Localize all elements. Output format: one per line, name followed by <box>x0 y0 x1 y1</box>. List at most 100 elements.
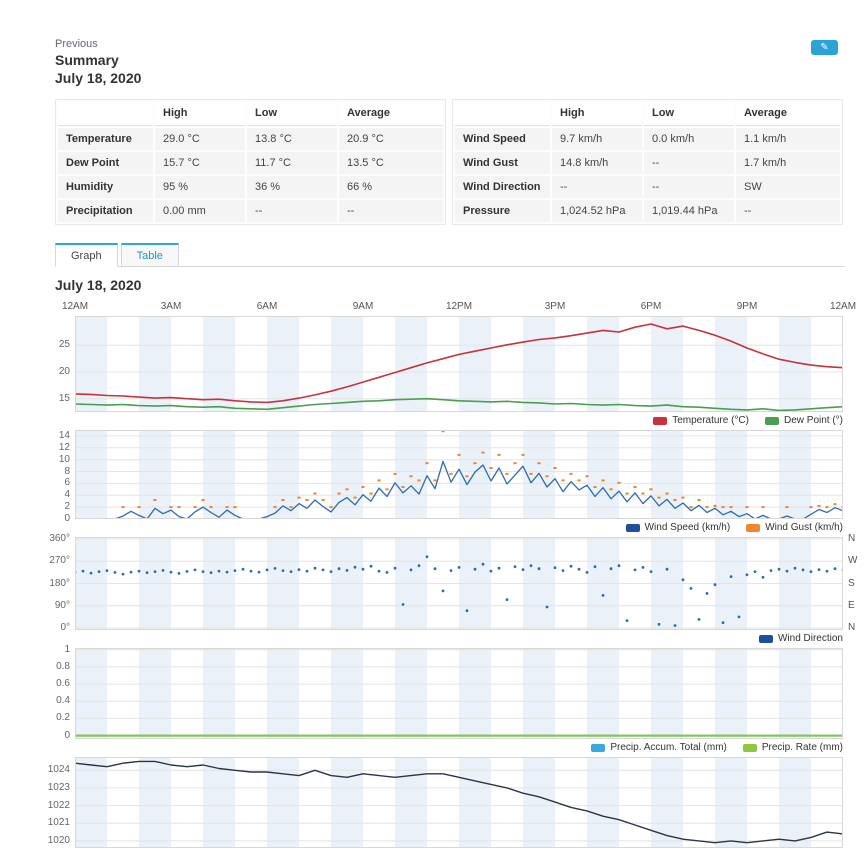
row-label: Temperature <box>58 128 153 150</box>
table-header-cell: High <box>155 102 245 126</box>
compass-tick-label: S <box>848 577 855 589</box>
legend-label: Dew Point (°) <box>783 415 843 426</box>
time-tick-label: 9PM <box>736 301 758 312</box>
legend-label: Precip. Accum. Total (mm) <box>610 742 727 753</box>
table-header-cell: High <box>552 102 642 126</box>
pressure-plot <box>75 757 843 848</box>
y-tick-label: 1023 <box>47 781 70 793</box>
y-tick-label: 1021 <box>47 817 70 829</box>
cell-value: 1.1 km/h <box>736 128 840 150</box>
tabbar: Graph Table <box>55 243 845 267</box>
table-header-cell: Average <box>736 102 840 126</box>
chart-temperature: 15 20 25 <box>55 316 843 412</box>
legend-label: Wind Gust (km/h) <box>765 522 843 533</box>
cell-value: 1,024.52 hPa <box>552 200 642 222</box>
y-tick-label: 0.8 <box>56 660 70 672</box>
table-row: Wind Direction -- -- SW <box>455 176 840 198</box>
cell-value: 1.7 km/h <box>736 152 840 174</box>
time-axis: 12AM 3AM 6AM 9AM 12PM 3PM 6PM 9PM 12AM <box>62 301 856 314</box>
cell-value: 0.0 km/h <box>644 128 734 150</box>
table-header-cell <box>58 102 153 126</box>
y-tick-label: 1024 <box>47 764 70 776</box>
tab-table[interactable]: Table <box>120 243 179 267</box>
compass-tick-label: E <box>848 599 855 611</box>
cell-value: -- <box>644 176 734 198</box>
cell-value: 15.7 °C <box>155 152 245 174</box>
legend-item: Wind Gust (km/h) <box>746 522 843 533</box>
y-tick-label: 0° <box>60 622 70 634</box>
compass-tick-label: W <box>848 555 858 567</box>
y-tick-label: 0.4 <box>56 695 70 707</box>
cell-value: 20.9 °C <box>339 128 443 150</box>
wind-direction-plot <box>75 537 843 630</box>
legend-label: Wind Direction <box>777 633 843 644</box>
legend-swatch-icon <box>653 416 668 425</box>
table-row: Wind Speed 9.7 km/h 0.0 km/h 1.1 km/h <box>455 128 840 150</box>
row-label: Pressure <box>455 200 550 222</box>
table-header-cell: Average <box>339 102 443 126</box>
tab-graph[interactable]: Graph <box>55 243 118 267</box>
y-tick-label: 1022 <box>47 799 70 811</box>
pencil-icon: ✎ <box>820 42 829 53</box>
chart-pressure: 1020 1021 1022 1023 1024 <box>48 757 843 848</box>
table-header-row: High Low Average <box>58 102 443 126</box>
legend-label: Precip. Rate (mm) <box>761 742 843 753</box>
summary-table-left: High Low Average Temperature 29.0 °C 13.8 °C… <box>55 99 446 225</box>
legend-item: Dew Point (°) <box>764 415 843 426</box>
table-header-row: High Low Average <box>455 102 840 126</box>
temperature-y-axis: 15 20 25 <box>55 316 75 412</box>
row-label: Dew Point <box>58 152 153 174</box>
graph-title: July 18, 2020 <box>55 277 142 293</box>
y-tick-label: 25 <box>58 339 70 351</box>
legend-swatch-icon <box>591 743 606 752</box>
y-tick-label: 360° <box>49 532 70 544</box>
y-tick-label: 12 <box>58 441 70 453</box>
legend-swatch-icon <box>625 523 640 532</box>
table-row: Dew Point 15.7 °C 11.7 °C 13.5 °C <box>58 152 443 174</box>
time-tick-label: 12AM <box>61 301 89 312</box>
legend-label: Temperature (°C) <box>672 415 749 426</box>
table-row: Wind Gust 14.8 km/h -- 1.7 km/h <box>455 152 840 174</box>
page-date: July 18, 2020 <box>55 69 142 86</box>
legend-item: Precip. Accum. Total (mm) <box>591 742 727 753</box>
page-title: Summary <box>55 52 119 68</box>
cell-value: 0.00 mm <box>155 200 245 222</box>
temperature-plot <box>75 316 843 412</box>
previous-link[interactable]: Previous <box>55 38 98 50</box>
time-tick-label: 9AM <box>352 301 374 312</box>
y-tick-label: 270° <box>49 555 70 567</box>
wind-plot-svg <box>75 430 843 519</box>
y-tick-label: 1 <box>64 643 70 655</box>
precipitation-plot-svg <box>75 648 843 739</box>
legend-item: Temperature (°C) <box>653 415 749 426</box>
legend-swatch-icon <box>742 743 757 752</box>
table-row: Humidity 95 % 36 % 66 % <box>58 176 443 198</box>
y-tick-label: 6 <box>64 477 70 489</box>
row-label: Wind Gust <box>455 152 550 174</box>
legend-swatch-icon <box>758 634 773 643</box>
temperature-plot-svg <box>75 316 843 412</box>
time-tick-label: 12PM <box>445 301 473 312</box>
cell-value: 13.8 °C <box>247 128 337 150</box>
y-tick-label: 10 <box>58 453 70 465</box>
wind-direction-plot-svg <box>75 537 843 630</box>
time-tick-label: 3PM <box>544 301 566 312</box>
y-tick-label: 2 <box>64 501 70 513</box>
wind-plot <box>75 430 843 519</box>
temperature-legend: Temperature (°C) Dew Point (°) <box>55 413 843 428</box>
cell-value: 36 % <box>247 176 337 198</box>
chart-precipitation: 0 0.2 0.4 0.6 0.8 1 <box>55 644 843 741</box>
wind-y-axis: 0 2 4 6 8 10 12 14 <box>55 430 75 524</box>
edit-button[interactable]: ✎ <box>811 40 838 55</box>
compass-tick-label: N <box>848 532 856 544</box>
y-tick-label: 0 <box>64 729 70 741</box>
legend-item: Precip. Rate (mm) <box>742 742 843 753</box>
time-tick-label: 6AM <box>256 301 278 312</box>
time-tick-label: 6PM <box>640 301 662 312</box>
legend-item: Wind Direction <box>758 633 843 644</box>
compass-tick-label: N <box>848 622 856 634</box>
pressure-y-axis: 1020 1021 1022 1023 1024 <box>48 757 75 848</box>
legend-item: Wind Speed (km/h) <box>625 522 730 533</box>
y-tick-label: 180° <box>49 577 70 589</box>
